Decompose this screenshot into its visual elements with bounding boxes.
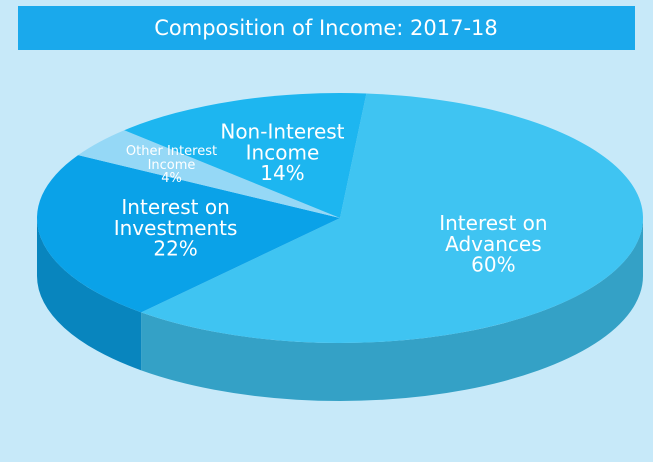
slice-label: Other Interest Income xyxy=(126,144,217,173)
label-line: Advances xyxy=(445,231,542,255)
label-line: Income xyxy=(148,157,196,172)
label-line: Other Interest xyxy=(126,144,217,159)
slice-value-label: 14% xyxy=(260,161,304,185)
slice-value-label: 22% xyxy=(153,237,197,261)
label-line: Non-Interest xyxy=(220,119,344,143)
slice-side xyxy=(37,218,142,371)
slice-side xyxy=(141,218,643,401)
slice-value-label: 4% xyxy=(161,171,182,186)
slice xyxy=(141,93,643,343)
slice xyxy=(78,130,341,218)
slice-label: Non-Interest Income xyxy=(220,119,344,164)
label-line: Interest on xyxy=(439,210,547,234)
slice xyxy=(36,155,340,313)
slice-value-label: 60% xyxy=(471,252,515,276)
chart-title: Composition of Income: 2017-18 xyxy=(154,16,498,40)
slice-label: Interest on Investments xyxy=(114,195,238,240)
slice xyxy=(124,93,367,218)
label-line: Investments xyxy=(114,216,238,240)
label-line: Income xyxy=(246,140,320,164)
label-line: Interest on xyxy=(121,195,229,219)
title-bar xyxy=(18,6,635,50)
slice-label: Interest on Advances xyxy=(439,210,547,255)
